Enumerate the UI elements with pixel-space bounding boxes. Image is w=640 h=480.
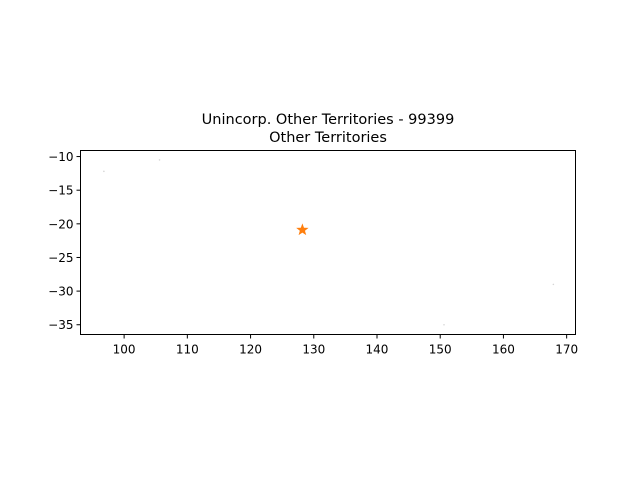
y-tick-label: −35	[48, 318, 73, 332]
y-axis: −10 −15 −20 −25 −30 −35	[48, 150, 81, 332]
y-tick-label: −20	[48, 217, 73, 231]
map-subtitle: Other Territories	[269, 130, 387, 146]
x-tick-label: 120	[239, 343, 262, 357]
y-tick-label: −25	[48, 251, 73, 265]
territory-point	[103, 170, 105, 173]
x-tick-label: 100	[113, 343, 136, 357]
territory-point	[443, 323, 445, 326]
axes-frame	[80, 150, 576, 335]
y-tick-label: −10	[48, 150, 73, 164]
x-tick-label: 170	[555, 343, 578, 357]
x-tick-label: 130	[302, 343, 325, 357]
x-tick-label: 110	[176, 343, 199, 357]
map-title: Unincorp. Other Territories - 99399	[202, 112, 455, 128]
x-tick-label: 160	[492, 343, 515, 357]
centroid-star-marker	[296, 223, 309, 236]
y-tick-label: −30	[48, 285, 73, 299]
plot-area	[103, 159, 555, 326]
y-tick-label: −15	[48, 184, 73, 198]
territory-point	[552, 283, 555, 286]
x-tick-label: 150	[429, 343, 452, 357]
x-axis: 100 110 120 130 140 150 160 170	[113, 334, 578, 357]
territory-point	[158, 159, 161, 161]
x-tick-label: 140	[366, 343, 389, 357]
